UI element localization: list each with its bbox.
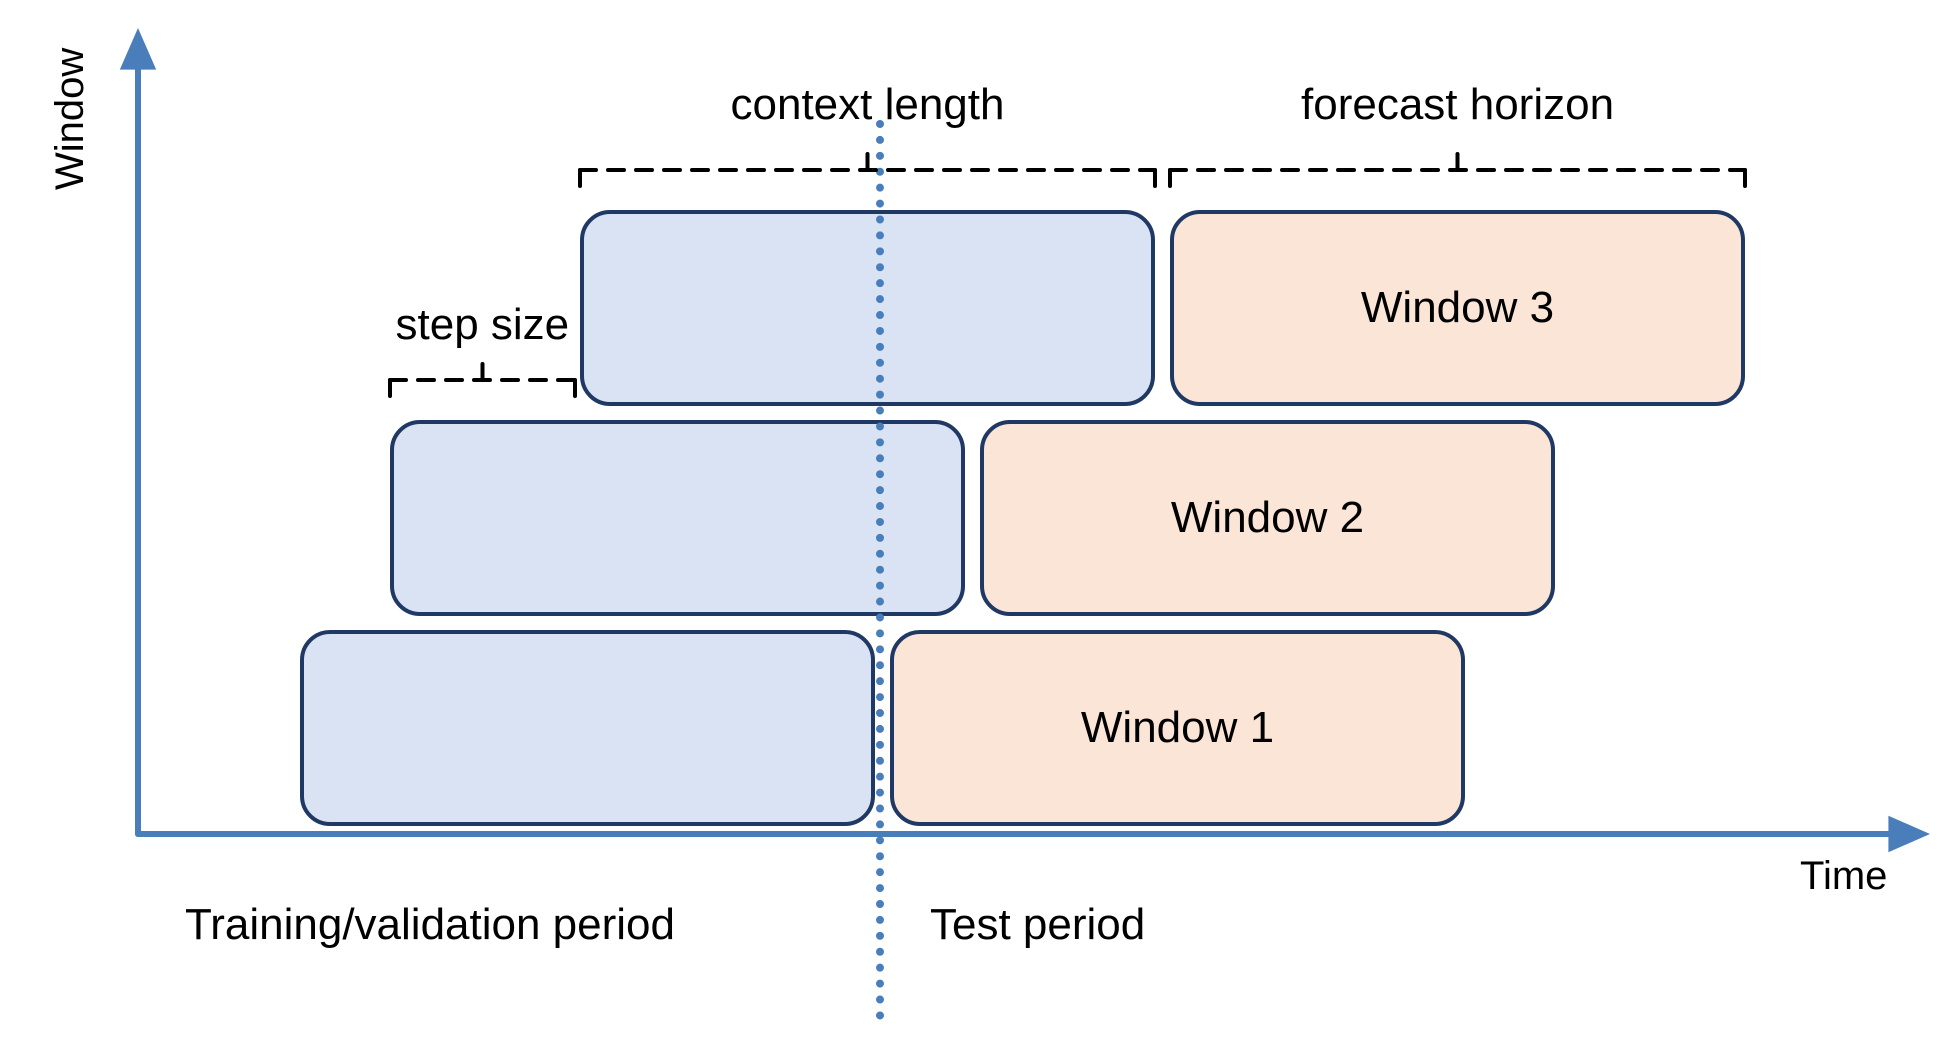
- context-length-label: context length: [731, 80, 1005, 130]
- y-axis-label: Window: [48, 48, 93, 190]
- test-period-label: Test period: [930, 900, 1145, 950]
- x-axis-label: Time: [1800, 854, 1887, 899]
- context-box-window-1: [300, 630, 875, 826]
- context-box-window-3: [580, 210, 1155, 406]
- forecast-horizon-label: forecast horizon: [1301, 80, 1614, 130]
- window-3-label: Window 3: [1361, 283, 1554, 333]
- forecast-box-window-1: Window 1: [890, 630, 1465, 826]
- window-1-label: Window 1: [1081, 703, 1274, 753]
- training-period-label: Training/validation period: [185, 900, 675, 950]
- train-test-divider: [876, 120, 884, 1020]
- step-size-label: step size: [396, 300, 570, 350]
- forecast-box-window-2: Window 2: [980, 420, 1555, 616]
- forecast-box-window-3: Window 3: [1170, 210, 1745, 406]
- window-2-label: Window 2: [1171, 493, 1364, 543]
